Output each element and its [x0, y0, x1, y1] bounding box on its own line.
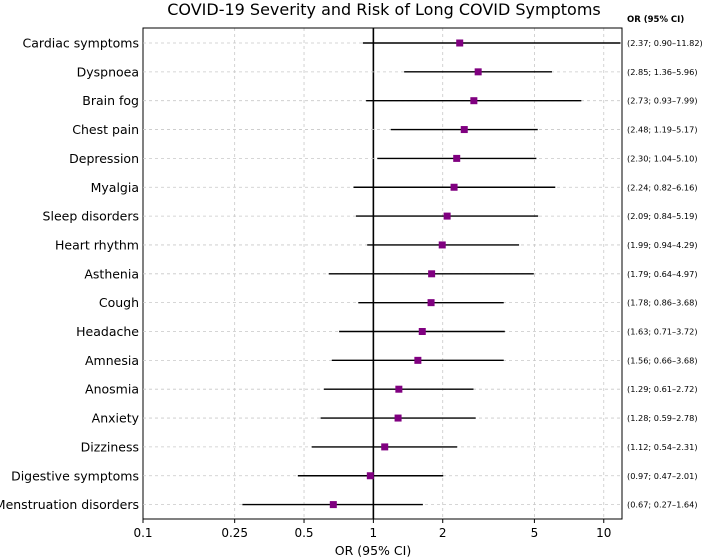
x-axis-ticks: 0.1 0.25 0.5 1 2 5 10	[133, 519, 611, 540]
or-marker	[456, 39, 464, 47]
category-label: Cough	[99, 295, 139, 310]
category-label: Digestive symptoms	[11, 468, 139, 483]
row: Dyspnoea (2.85; 1.36–5.96)	[77, 64, 698, 79]
row: Anosmia (1.29; 0.61–2.72)	[85, 382, 698, 397]
category-label: Asthenia	[84, 266, 139, 281]
x-tick-label: 0.1	[133, 526, 152, 540]
or-marker	[470, 97, 478, 105]
category-label: Brain fog	[82, 93, 139, 108]
category-label: Menstruation disorders	[0, 497, 139, 512]
row: Myalgia (2.24; 0.82–6.16)	[91, 180, 698, 195]
x-tick-label: 2	[439, 526, 447, 540]
or-marker	[414, 356, 422, 364]
category-label: Dyspnoea	[77, 64, 139, 79]
ci-column-header: OR (95% CI)	[627, 15, 684, 25]
or-marker	[474, 68, 482, 76]
ci-value-text: (1.56; 0.66–3.68)	[627, 355, 698, 365]
x-axis-label: OR (95% CI)	[335, 543, 411, 558]
row: Anxiety (1.28; 0.59–2.78)	[92, 411, 698, 426]
ci-value-text: (1.28; 0.59–2.78)	[627, 413, 698, 423]
row: Cardiac symptoms (2.37; 0.90–11.82)	[23, 36, 702, 51]
ci-value-text: (1.79; 0.64–4.97)	[627, 269, 698, 279]
row: Digestive symptoms (0.97; 0.47–2.01)	[11, 468, 697, 483]
ci-value-text: (1.99; 0.94–4.29)	[627, 240, 698, 250]
x-tick-label: 5	[531, 526, 539, 540]
row: Dizziness (1.12; 0.54–2.31)	[81, 439, 698, 454]
row: Amnesia (1.56; 0.66–3.68)	[85, 353, 698, 368]
or-marker	[443, 212, 451, 220]
row: Menstruation disorders (0.67; 0.27–1.64)	[0, 497, 698, 512]
rows: Cardiac symptoms (2.37; 0.90–11.82) Dyspno…	[0, 36, 702, 513]
x-tick-label: 0.5	[294, 526, 313, 540]
ci-value-text: (2.24; 0.82–6.16)	[627, 182, 698, 192]
ci-value-text: (1.12; 0.54–2.31)	[627, 442, 698, 452]
category-label: Sleep disorders	[43, 209, 139, 224]
ci-value-text: (1.63; 0.71–3.72)	[627, 327, 698, 337]
row: Heart rhythm (1.99; 0.94–4.29)	[55, 237, 698, 252]
row: Brain fog (2.73; 0.93–7.99)	[82, 93, 697, 108]
ci-value-text: (0.67; 0.27–1.64)	[627, 500, 698, 510]
category-label: Depression	[69, 151, 139, 166]
category-label: Anxiety	[92, 411, 140, 426]
x-tick-label: 0.25	[221, 526, 248, 540]
category-label: Dizziness	[81, 439, 139, 454]
ci-value-text: (0.97; 0.47–2.01)	[627, 471, 698, 481]
ci-value-text: (1.78; 0.86–3.68)	[627, 298, 698, 308]
x-tick-label: 1	[370, 526, 378, 540]
or-marker	[427, 299, 435, 307]
x-tick-label: 10	[596, 526, 611, 540]
or-marker	[438, 241, 446, 249]
or-marker	[366, 472, 374, 480]
or-marker	[460, 126, 468, 134]
ci-value-text: (2.73; 0.93–7.99)	[627, 96, 698, 106]
category-label: Myalgia	[91, 180, 139, 195]
row: Cough (1.78; 0.86–3.68)	[99, 295, 698, 310]
or-marker	[381, 443, 389, 451]
category-label: Cardiac symptoms	[23, 36, 139, 51]
ci-value-text: (1.29; 0.61–2.72)	[627, 384, 698, 394]
ci-value-text: (2.85; 1.36–5.96)	[627, 67, 698, 77]
or-marker	[418, 328, 426, 335]
ci-value-text: (2.48; 1.19–5.17)	[627, 125, 698, 135]
row: Chest pain (2.48; 1.19–5.17)	[72, 122, 697, 137]
chart-title: COVID-19 Severity and Risk of Long COVID…	[167, 0, 601, 19]
category-label: Headache	[76, 324, 139, 339]
or-marker	[329, 501, 337, 509]
or-marker	[394, 414, 402, 422]
or-marker	[428, 270, 436, 278]
row: Sleep disorders (2.09; 0.84–5.19)	[43, 209, 698, 224]
or-marker	[453, 154, 461, 162]
category-label: Heart rhythm	[55, 237, 139, 252]
row: Asthenia (1.79; 0.64–4.97)	[84, 266, 697, 281]
or-marker	[450, 183, 458, 191]
ci-value-text: (2.37; 0.90–11.82)	[627, 38, 702, 48]
row: Depression (2.30; 1.04–5.10)	[69, 151, 697, 166]
ci-value-text: (2.09; 0.84–5.19)	[627, 211, 698, 221]
category-label: Amnesia	[85, 353, 139, 368]
row: Headache (1.63; 0.71–3.72)	[76, 324, 697, 339]
category-label: Chest pain	[72, 122, 139, 137]
or-marker	[395, 385, 403, 393]
category-label: Anosmia	[85, 382, 139, 397]
ci-value-text: (2.30; 1.04–5.10)	[627, 153, 698, 163]
